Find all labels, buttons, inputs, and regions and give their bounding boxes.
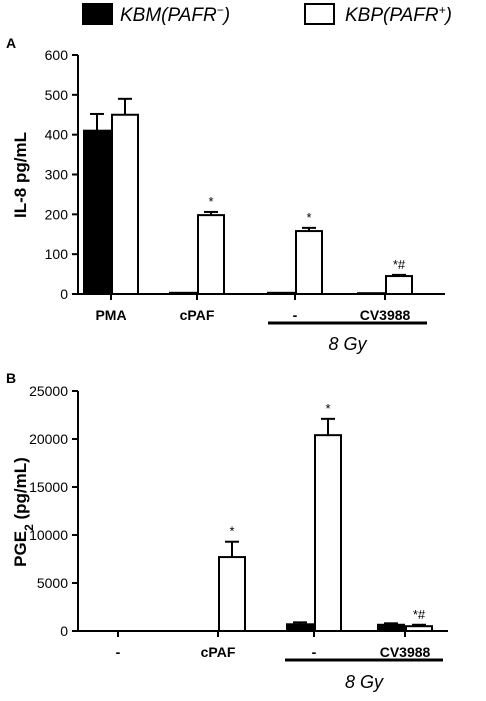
panel-b-y-axis-title: PGE2 (pg/mL) [11, 457, 36, 567]
panel-b-bar-kbp [405, 625, 433, 633]
panel-b-category-label: - [312, 644, 317, 660]
panel-b-bar-kbm [286, 623, 314, 633]
panel-a-category-label: PMA [95, 307, 126, 323]
panel-a-y-tick-label: 600 [45, 47, 69, 63]
panel-a-category-label: CV3988 [360, 307, 411, 323]
panel-b-group-label: 8 Gy [345, 672, 384, 692]
panel-b-significance-marker: * [229, 524, 234, 539]
panel-b-chart: 0 5000 10000 15000 20000 25000 - cPAF * - * CV3988 *… [29, 383, 448, 692]
panel-a-bar-kbp [111, 113, 139, 295]
legend-label-kbp: KBP(PAFR+) [345, 3, 452, 26]
panel-a-y-tick-label: 100 [45, 246, 69, 262]
panel-b-letter: B [6, 370, 16, 386]
panel-b-bar-kbm [377, 623, 405, 633]
panel-a-bar-kbm [267, 291, 295, 295]
panel-a-significance-marker: * [208, 194, 213, 209]
panel-b-y-tick-label: 15000 [29, 479, 68, 495]
panel-b-y-tick-label: 20000 [29, 431, 68, 447]
legend-label-kbm: KBM(PAFR−) [120, 3, 230, 26]
panel-a-chart: 0 100 200 300 400 500 600 PMA cPAF * - * CV3988 *# 8 G… [45, 47, 445, 354]
panel-b-significance-marker: *# [413, 607, 426, 622]
panel-a-y-tick-label: 200 [45, 206, 69, 222]
legend-swatch-kbm [82, 3, 113, 25]
panel-a-category-label: - [293, 307, 298, 323]
panel-b-y-tick-label: 25000 [29, 383, 68, 399]
panel-a-bar-kbp [385, 275, 413, 296]
panel-a-bar-kbp [197, 214, 225, 296]
legend: KBM(PAFR−) KBP(PAFR+) [82, 3, 452, 26]
panel-b-y-tick-label: 0 [60, 623, 68, 639]
panel-b-bar-kbp [218, 556, 246, 633]
panel-a-y-tick-label: 500 [45, 87, 69, 103]
panel-a-significance-marker: *# [393, 257, 406, 272]
panel-a-category-label: cPAF [180, 307, 215, 323]
panel-a-significance-marker: * [306, 210, 311, 225]
panel-a-y-axis-title: IL-8 pg/mL [11, 132, 30, 218]
panel-b-bar-kbp [314, 434, 342, 632]
panel-b-category-label: cPAF [201, 644, 236, 660]
legend-swatch-kbp [304, 3, 335, 25]
panel-a-letter: A [6, 35, 16, 51]
panel-a-bar-kbm [83, 129, 111, 295]
panel-a-group-label: 8 Gy [328, 334, 367, 354]
panel-b-category-label: - [116, 644, 121, 660]
panel-b-category-label: CV3988 [380, 644, 431, 660]
panel-a-bar-kbm [357, 292, 385, 296]
panel-a-y-tick-label: 400 [45, 127, 69, 143]
panel-a-bar-kbp [295, 230, 323, 296]
panel-b-significance-marker: * [325, 401, 330, 416]
panel-b-y-tick-label: 10000 [29, 527, 68, 543]
panel-a-bar-kbm [169, 291, 197, 295]
panel-a-y-tick-label: 0 [60, 286, 68, 302]
panel-a-y-tick-label: 300 [45, 167, 69, 183]
panel-b-y-tick-label: 5000 [37, 575, 68, 591]
